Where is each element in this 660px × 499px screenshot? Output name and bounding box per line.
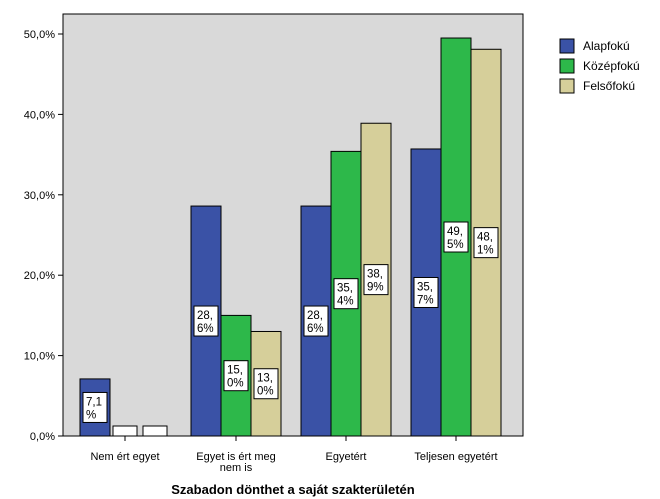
- data-label-box: [413, 276, 439, 308]
- data-label: 35,: [417, 281, 433, 293]
- data-label: 9%: [367, 282, 384, 294]
- data-label-box: [253, 368, 279, 400]
- bar-group: 7,1%28,6%15,0% 13,0%28,6%35,4%38,9% 35,7%4…: [79, 37, 502, 437]
- data-label-box: [333, 278, 359, 310]
- data-label-box: [112, 425, 138, 437]
- data-label: 38,: [367, 269, 383, 281]
- data-label: 0%: [257, 386, 274, 398]
- legend-swatch: [559, 38, 575, 54]
- data-label: 28,: [197, 310, 213, 322]
- data-label-box: [473, 227, 499, 259]
- x-tick-label: nem is: [220, 462, 253, 474]
- data-label: 15,: [227, 365, 243, 377]
- y-tick-label: 10,0%: [24, 351, 55, 363]
- legend-label: Felsőfokú: [583, 79, 635, 93]
- data-label: 4%: [337, 296, 354, 308]
- legend-label: Alapfokú: [583, 39, 630, 53]
- y-axis: 0,0% 10,0% 20,0% 30,0% 40,0% 50,0%: [24, 29, 63, 443]
- data-label: 13,: [257, 373, 273, 385]
- data-label: %: [86, 409, 96, 421]
- data-label-box: [303, 305, 329, 337]
- legend: Alapfokú Középfokú Felsőfokú: [559, 38, 640, 94]
- data-label: 6%: [197, 323, 214, 335]
- y-tick-label: 50,0%: [24, 29, 55, 41]
- data-label: 6%: [307, 323, 324, 335]
- y-tick-label: 0,0%: [30, 431, 55, 443]
- y-tick-label: 30,0%: [24, 190, 55, 202]
- data-label-box: [82, 391, 108, 423]
- data-label-box: [363, 264, 389, 296]
- data-label: 7,1: [86, 396, 102, 408]
- data-label: 1%: [477, 245, 494, 257]
- x-tick-label: Egyet is ért meg: [196, 451, 275, 463]
- legend-swatch: [559, 58, 575, 74]
- x-tick-label: Nem ért egyet: [90, 451, 159, 463]
- y-tick-label: 40,0%: [24, 109, 55, 121]
- data-label-box: [223, 360, 249, 392]
- data-label-box: [193, 305, 219, 337]
- data-label: 7%: [417, 294, 434, 306]
- data-label: 5%: [447, 239, 464, 251]
- x-tick-label: Egyetért: [326, 451, 367, 463]
- y-tick-label: 20,0%: [24, 270, 55, 282]
- data-label-box: [443, 221, 469, 253]
- legend-swatch: [559, 78, 575, 94]
- data-label: 35,: [337, 283, 353, 295]
- x-tick-label: Teljesen egyetért: [414, 451, 497, 463]
- x-axis-title: Szabadon dönthet a saját szakterületén: [171, 482, 415, 497]
- data-label: 28,: [307, 310, 323, 322]
- data-label-box: [142, 425, 168, 437]
- data-label: 48,: [477, 232, 493, 244]
- data-label: 49,: [447, 226, 463, 238]
- legend-label: Középfokú: [583, 59, 640, 73]
- data-label: 0%: [227, 378, 244, 390]
